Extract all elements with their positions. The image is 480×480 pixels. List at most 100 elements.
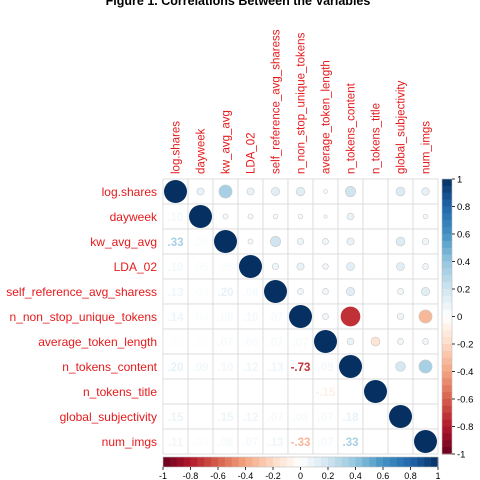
correlation-circle — [322, 263, 329, 270]
colorbar-segment — [442, 261, 452, 269]
correlation-circle — [164, 180, 187, 203]
colorbar-segment — [442, 378, 452, 386]
colorbar-segment — [245, 457, 253, 467]
grid-cell — [187, 278, 214, 305]
colorbar-segment — [204, 457, 212, 467]
grid-cell — [412, 403, 439, 430]
colorbar-segment — [442, 199, 452, 207]
correlation-circle — [322, 313, 329, 320]
colorbar-segment — [442, 323, 452, 331]
colorbar-segment — [442, 399, 452, 407]
row-label: self_reference_avg_sharess — [6, 285, 157, 299]
grid-cell — [287, 428, 314, 455]
colorbar-segment — [442, 179, 452, 187]
row-label: LDA_02 — [114, 260, 158, 274]
grid-cell — [262, 378, 289, 405]
colorbar-segment — [396, 457, 405, 467]
correlation-circle — [272, 213, 279, 220]
grid-cell — [162, 428, 189, 455]
grid-cell — [362, 278, 389, 305]
grid-cell — [237, 353, 264, 380]
colorbar-segment — [328, 457, 336, 467]
colorbar-segment — [442, 371, 452, 379]
correlation-circle — [418, 309, 433, 324]
correlation-value: .07 — [293, 337, 309, 349]
correlation-value: .04 — [193, 312, 210, 324]
correlation-circle — [422, 213, 429, 220]
colorbar-segment — [442, 419, 452, 427]
grid-cell — [237, 303, 264, 330]
column-label: kw_avg_avg — [221, 110, 233, 174]
grid-cell — [337, 378, 364, 405]
grid-cell — [287, 328, 314, 355]
colorbar-tick-label: 0.4 — [349, 471, 362, 480]
row-label: n_non_stop_unique_tokens — [10, 310, 157, 324]
colorbar-segment — [383, 457, 391, 467]
colorbar-segment — [442, 316, 452, 324]
correlation-value: .07 — [243, 437, 259, 449]
colorbar-segment — [442, 330, 452, 338]
correlation-circle — [364, 380, 387, 403]
correlation-circle — [396, 262, 405, 271]
grid-cell — [187, 353, 214, 380]
colorbar-segment — [424, 457, 432, 467]
correlation-circle — [421, 287, 430, 296]
correlation-value: .13 — [268, 362, 284, 374]
correlation-value: .12 — [243, 412, 259, 424]
row-label: global_subjectivity — [60, 410, 157, 424]
colorbar-segment — [442, 295, 452, 304]
colorbar-segment — [442, 206, 452, 214]
colorbar-tick-label: 1 — [457, 175, 462, 186]
correlation-circle — [296, 237, 305, 246]
grid-cell — [162, 228, 189, 255]
correlation-circle — [218, 184, 233, 199]
grid-cell — [412, 328, 439, 355]
colorbar-segment — [442, 364, 452, 372]
grid-cell — [212, 403, 239, 430]
colorbar-segment — [355, 457, 363, 467]
grid-cell — [162, 378, 189, 405]
grid-cell — [162, 203, 189, 230]
column-label: num_imgs — [421, 121, 433, 174]
colorbar-tick-label: -0.6 — [210, 471, 226, 480]
column-label: n_non_stop_unique_tokens — [296, 32, 308, 174]
correlation-circle — [418, 359, 433, 374]
colorbar-segment — [442, 426, 452, 434]
correlation-value: .03 — [168, 337, 184, 349]
correlation-value: .12 — [243, 362, 259, 374]
colorbar-segment — [341, 457, 350, 467]
colorbar-segment — [442, 385, 452, 393]
colorbar-segment — [286, 457, 295, 467]
grid-cell — [187, 428, 214, 455]
grid-cell — [212, 378, 239, 405]
correlation-value: .08 — [218, 437, 235, 449]
grid-cell — [237, 403, 264, 430]
column-label: dayweek — [196, 128, 208, 174]
grid-cell — [362, 428, 389, 455]
colorbar-segment — [442, 227, 452, 235]
colorbar-tick-label: -0.6 — [457, 395, 473, 406]
colorbar-segment — [442, 447, 452, 455]
colorbar-tick-label: -0.2 — [265, 471, 281, 480]
correlation-circle — [271, 187, 280, 196]
correlation-value: .06 — [243, 337, 259, 349]
correlation-circle — [322, 288, 329, 295]
correlation-value: .04 — [193, 287, 210, 299]
column-label: n_tokens_content — [346, 82, 358, 174]
correlation-value: .08 — [243, 287, 260, 299]
correlation-circle — [397, 288, 404, 295]
colorbar-tick-label: -0.4 — [457, 367, 473, 378]
correlation-value: .10 — [168, 212, 184, 224]
correlation-circle — [322, 238, 329, 245]
correlation-circle — [396, 312, 405, 321]
correlation-circle — [395, 186, 406, 197]
colorbar-tick-label: -0.8 — [183, 471, 199, 480]
colorbar-tick-label: 0.4 — [457, 257, 470, 268]
correlation-circle — [421, 187, 430, 196]
colorbar-segment — [252, 457, 260, 467]
cell-grid — [162, 178, 439, 455]
colorbar-tick-label: -1 — [457, 450, 465, 461]
colorbar-segment — [442, 240, 452, 249]
colorbar-segment — [334, 457, 343, 467]
correlation-value: .13 — [268, 437, 284, 449]
